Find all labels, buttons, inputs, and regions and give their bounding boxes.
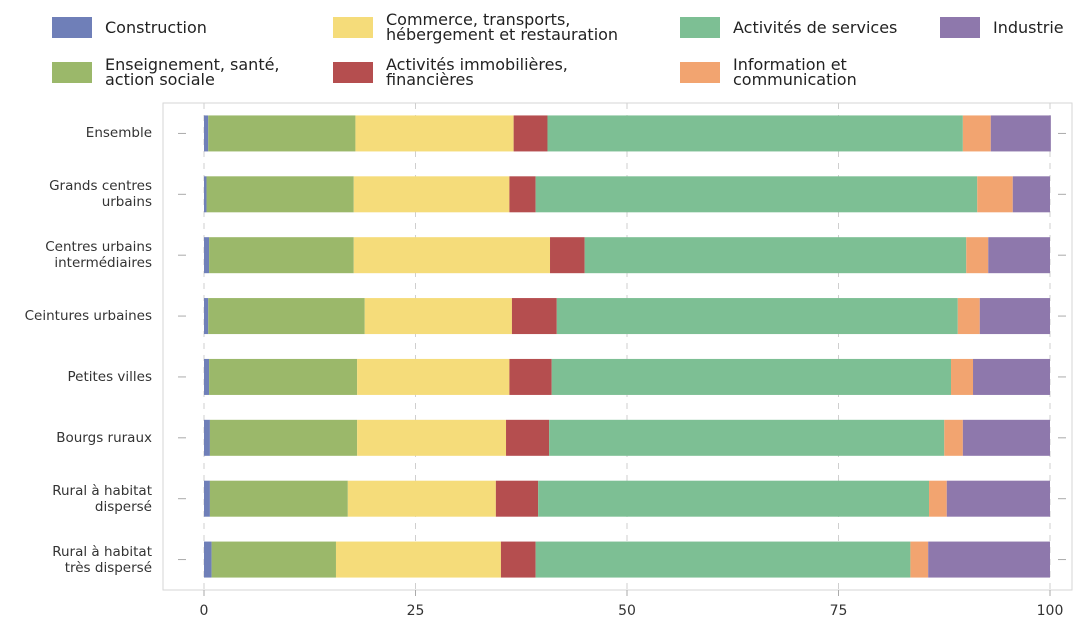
bar-segment [204, 358, 210, 395]
bar-segment [495, 480, 539, 517]
bar-segment [910, 541, 929, 578]
y-tick-label: Bourgs ruraux [56, 429, 152, 446]
y-tick-label: Centres urbains intermédiaires [45, 239, 152, 272]
x-tick-label: 50 [618, 603, 636, 619]
y-tick-label: Petites villes [67, 368, 152, 385]
y-tick-label: Ensemble [85, 125, 152, 142]
bar-segment [550, 237, 585, 274]
bar-segment [509, 176, 536, 213]
y-tick-label: Grands centres urbains [49, 178, 152, 211]
bar-segment [946, 480, 1050, 517]
bar-segment [209, 419, 358, 456]
legend-swatch [940, 16, 980, 38]
bar-segment [204, 115, 209, 152]
legend-swatch [680, 61, 720, 83]
bar-segment [208, 298, 365, 335]
legend-label: Activités de services [733, 17, 898, 37]
bar-segment [928, 541, 1050, 578]
bar-segment [500, 541, 536, 578]
bar-segment [206, 176, 354, 213]
legend-item: Industrie [940, 12, 1064, 42]
bar-segment [966, 237, 989, 274]
legend-swatch [680, 16, 720, 38]
bar-segment [204, 419, 210, 456]
bar-segment [347, 480, 496, 517]
x-tick-label: 75 [830, 603, 848, 619]
bar-segment [209, 358, 358, 395]
y-tick-label: Rural à habitat très dispersé [52, 543, 152, 576]
bar-segment [357, 358, 510, 395]
y-tick-label: Ceintures urbaines [24, 308, 152, 325]
bar-segment [353, 237, 551, 274]
bar-segment [957, 298, 980, 335]
y-tick-label: Rural à habitat dispersé [52, 482, 152, 515]
bar-segment [962, 419, 1050, 456]
bar-segment [353, 176, 510, 213]
legend-item: Commerce, transports, hébergement et res… [333, 10, 619, 44]
bar-segment [977, 176, 1013, 213]
bar-segment [535, 176, 978, 213]
bar-segment [209, 237, 354, 274]
bar-segment [944, 419, 963, 456]
legend-label: Enseignement, santé, action sociale [105, 55, 280, 89]
legend-item: Activités de services [680, 12, 897, 42]
legend-swatch [52, 61, 92, 83]
bar-segment [204, 176, 207, 213]
x-tick-label: 0 [200, 603, 209, 619]
legend-label: Activités immobilières, financières [386, 55, 568, 89]
bar-segment [208, 115, 356, 152]
bar-segment [204, 237, 210, 274]
bar-segment [973, 358, 1050, 395]
bar-segment [1012, 176, 1050, 213]
x-tick-label: 25 [407, 603, 425, 619]
legend-item: Information et communication [680, 55, 857, 89]
legend-item: Construction [52, 12, 207, 42]
legend-item: Activités immobilières, financières [333, 55, 568, 89]
bar-segment [204, 541, 212, 578]
legend-swatch [333, 16, 373, 38]
legend-label: Information et communication [733, 55, 857, 89]
bar-segment [990, 115, 1051, 152]
legend-label: Commerce, transports, hébergement et res… [386, 10, 619, 44]
x-tick-label: 100 [1037, 603, 1064, 619]
bar-segment [211, 541, 336, 578]
legend-label: Industrie [993, 17, 1064, 37]
bar-segment [549, 419, 945, 456]
bar-segment [988, 237, 1050, 274]
bar-segment [204, 480, 210, 517]
bar-segment [511, 298, 557, 335]
legend-label: Construction [105, 17, 207, 37]
bar-segment [506, 419, 550, 456]
bar-segment [335, 541, 501, 578]
legend-swatch [333, 61, 373, 83]
bar-segment [547, 115, 963, 152]
legend-swatch [52, 16, 92, 38]
bar-segment [204, 298, 209, 335]
bar-segment [556, 298, 958, 335]
bar-segment [951, 358, 974, 395]
bar-segment [364, 298, 512, 335]
bar-segment [979, 298, 1050, 335]
bar-segment [551, 358, 952, 395]
bar-segment [535, 541, 911, 578]
bar-segment [513, 115, 548, 152]
bar-segment [209, 480, 348, 517]
bar-segment [509, 358, 552, 395]
legend-item: Enseignement, santé, action sociale [52, 55, 280, 89]
bar-segment [355, 115, 514, 152]
bar-segment [538, 480, 930, 517]
bar-segment [929, 480, 947, 517]
plot-frame [162, 102, 1073, 591]
bar-segment [962, 115, 991, 152]
bar-segment [584, 237, 967, 274]
bar-segment [357, 419, 507, 456]
